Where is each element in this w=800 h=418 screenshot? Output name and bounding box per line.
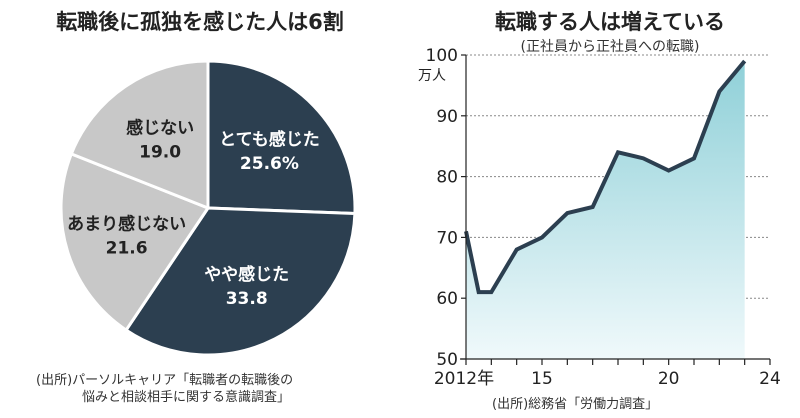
pie-slice-1 <box>124 206 357 357</box>
x-tick-label-0: 2012年 <box>434 369 494 389</box>
pie-slice-value-3: 19.0 <box>139 143 181 163</box>
line-source-note: (出所)総務省「労働力調査」 <box>492 397 659 412</box>
pie-slice-2 <box>59 152 210 332</box>
line-chart-title: 転職する人は増えている <box>495 10 725 34</box>
pie-source-line-2: 悩みと相談相手に関する意識調査」 <box>82 390 291 405</box>
pie-chart: とても感じた 25.6% やや感じた 33.8 あまり感じない 21.6 感じない 19.0 <box>59 59 357 357</box>
x-tick-label-3: 24 <box>759 369 781 389</box>
pie-source-line-1: (出所)パーソルキャリア「転職者の転職後の <box>36 373 294 388</box>
pie-slice-label-3: 感じない <box>126 118 194 139</box>
y-tick-label-3: 80 <box>436 168 458 188</box>
y-tick-label-0: 50 <box>436 350 458 370</box>
pie-slice-label-2: あまり感じない <box>67 213 186 234</box>
line-chart-panel: 転職する人は増えている (正社員から正社員への転職) 50 60 70 80 90 100… <box>400 0 800 418</box>
y-tick-label-1: 60 <box>436 289 458 309</box>
x-tick-label-1: 15 <box>531 369 553 389</box>
pie-slice-value-2: 21.6 <box>106 238 148 258</box>
pie-chart-title: 転職後に孤独を感じた人は6割 <box>56 10 344 34</box>
pie-slice-label-1: やや感じた <box>204 264 289 285</box>
line-chart-subtitle: (正社員から正社員への転職) <box>520 39 700 55</box>
pie-slice-value-1: 33.8 <box>226 289 268 309</box>
y-unit-label: 万人 <box>418 68 446 84</box>
x-tick-label-2: 20 <box>658 369 680 389</box>
pie-source-note: (出所)パーソルキャリア「転職者の転職後の 悩みと相談相手に関する意識調査」 <box>36 372 293 406</box>
pie-slice-3 <box>69 59 210 210</box>
y-tick-label-5: 100 <box>426 46 458 66</box>
line-chart: 50 60 70 80 90 100 万人 2012年 15 20 24 <box>418 46 781 389</box>
y-tick-label-2: 70 <box>436 228 458 248</box>
pie-slice-label-0: とても感じた <box>219 129 320 150</box>
pie-slice-0 <box>206 59 357 216</box>
area-fill <box>466 61 745 359</box>
pie-chart-panel: 転職後に孤独を感じた人は6割 とても感じた 25.6% やや感じた 33.8 あまり感じ… <box>36 10 357 406</box>
pie-slice-value-0: 25.6% <box>240 154 299 174</box>
y-tick-label-4: 90 <box>436 107 458 127</box>
